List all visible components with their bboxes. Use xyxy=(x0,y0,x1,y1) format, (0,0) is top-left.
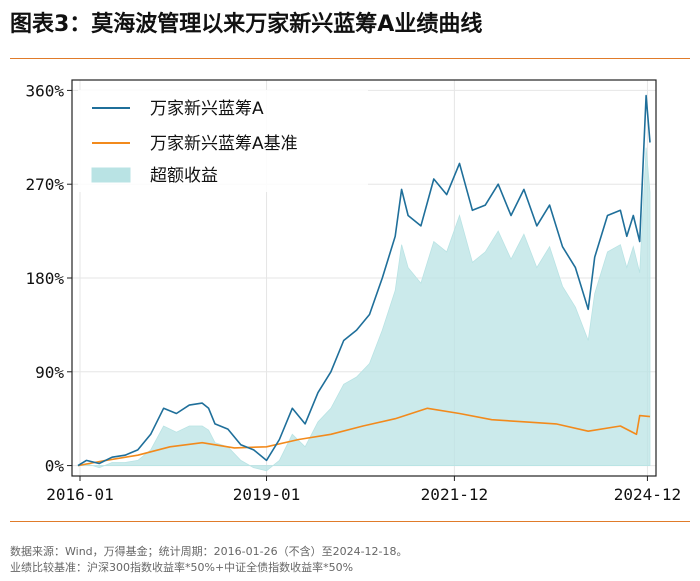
legend-swatch-excess xyxy=(91,167,131,183)
x-tick-label: 2021-12 xyxy=(421,485,488,504)
benchmark-note: 业绩比较基准：沪深300指数收益率*50%+中证全债指数收益率*50% xyxy=(10,561,354,574)
page-title: 图表3：莫海波管理以来万家新兴蓝筹A业绩曲线 xyxy=(10,12,483,37)
x-axis-ticks: 2016-01 2019-01 2021-12 2024-12 xyxy=(46,476,681,504)
benchmark-return-line xyxy=(77,407,651,467)
x-tick-label: 2019-01 xyxy=(233,485,300,504)
y-tick-label: 90% xyxy=(35,363,64,382)
legend: 万家新兴蓝筹A 万家新兴蓝筹A基准 超额收益 xyxy=(78,90,368,192)
top-divider xyxy=(10,58,690,59)
x-tick-label: 2024-12 xyxy=(614,485,681,504)
chart: 0%90%180%270%360% 2016-01 2019-01 2021-12 2… xyxy=(25,79,681,504)
excess-area-layer xyxy=(77,147,651,472)
bottom-divider xyxy=(10,521,690,522)
legend-label-benchmark: 万家新兴蓝筹A基准 xyxy=(150,134,298,154)
excess-return-area xyxy=(77,147,651,472)
legend-label-excess: 超额收益 xyxy=(150,166,218,186)
y-tick-label: 0% xyxy=(45,457,65,476)
y-tick-label: 360% xyxy=(25,81,64,100)
source-note: 数据来源：Wind，万得基金；统计周期：2016-01-26（不含）至2024-… xyxy=(10,545,408,558)
y-tick-label: 180% xyxy=(25,269,64,288)
y-tick-label: 270% xyxy=(25,175,64,194)
fund-return-line xyxy=(77,94,651,467)
x-tick-label: 2016-01 xyxy=(46,485,113,504)
y-axis-ticks: 0% 90% 180% 270% 360% xyxy=(25,81,72,476)
line-layer xyxy=(77,94,651,467)
legend-label-fund: 万家新兴蓝筹A xyxy=(150,99,264,119)
